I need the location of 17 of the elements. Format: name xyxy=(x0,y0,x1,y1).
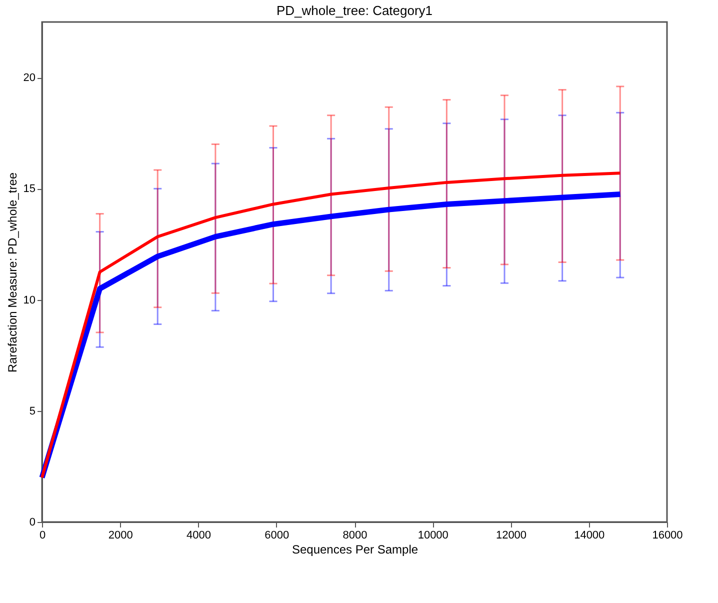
x-tick-label: 2000 xyxy=(108,530,133,542)
chart-title: PD_whole_tree: Category1 xyxy=(276,3,433,18)
x-axis-title: Sequences Per Sample xyxy=(292,542,418,556)
x-tick-label: 10000 xyxy=(418,530,448,542)
x-tick-label: 14000 xyxy=(574,530,605,542)
x-tick-label: 16000 xyxy=(652,530,683,542)
x-tick-label: 0 xyxy=(39,530,46,542)
x-tick-label: 12000 xyxy=(496,530,527,542)
y-axis-title: Rarefaction Measure: PD_whole_tree xyxy=(5,172,20,373)
y-tick-label: 0 xyxy=(29,516,36,528)
x-tick-label: 4000 xyxy=(186,530,211,542)
x-tick-label: 8000 xyxy=(342,530,368,542)
y-tick-label: 20 xyxy=(23,72,36,84)
y-tick-label: 10 xyxy=(23,294,36,306)
y-tick-label: 5 xyxy=(29,405,36,418)
x-tick-label: 6000 xyxy=(264,530,290,542)
y-tick-label: 15 xyxy=(23,183,36,196)
